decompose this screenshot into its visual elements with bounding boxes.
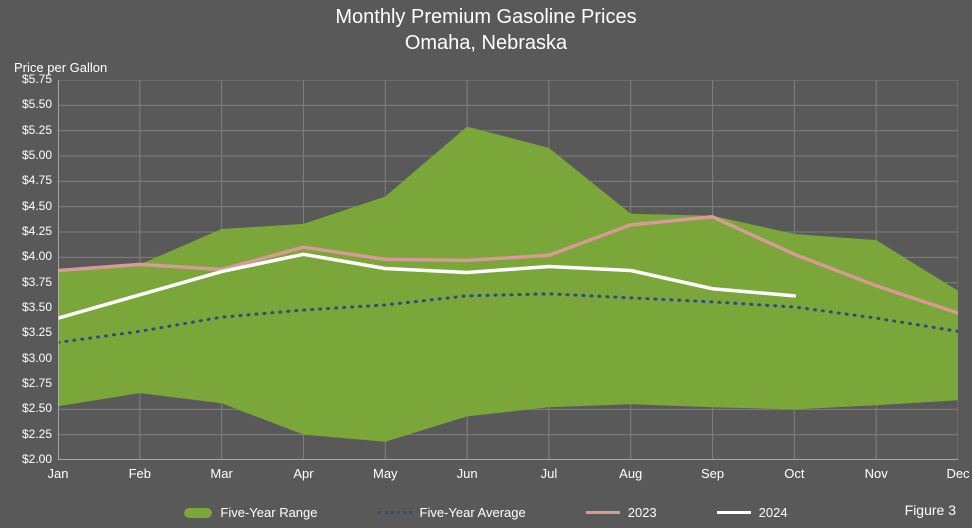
x-tick-label: May [373,466,398,481]
y-tick-label: $3.50 [10,300,52,314]
y-tick-label: $4.25 [10,224,52,238]
x-tick-label: Feb [129,466,151,481]
legend-label-avg: Five-Year Average [420,505,526,520]
legend-item-2023: 2023 [586,505,657,520]
x-tick-label: Aug [619,466,642,481]
y-tick-label: $2.00 [10,452,52,466]
x-tick-label: Oct [784,466,804,481]
legend: Five-Year Range Five-Year Average 2023 2… [0,505,972,520]
figure-label: Figure 3 [905,502,956,518]
x-tick-label: Jan [48,466,69,481]
y-tick-label: $5.75 [10,72,52,86]
y-tick-label: $2.25 [10,427,52,441]
y-tick-label: $2.75 [10,376,52,390]
line-swatch-2023-icon [586,511,620,514]
legend-item-2024: 2024 [717,505,788,520]
y-tick-label: $4.00 [10,249,52,263]
chart-container: Monthly Premium Gasoline Prices Omaha, N… [0,0,972,528]
y-tick-label: $3.00 [10,351,52,365]
y-tick-label: $5.25 [10,123,52,137]
legend-item-avg: Five-Year Average [378,505,526,520]
area-swatch-icon [184,508,212,518]
legend-label-range: Five-Year Range [220,505,317,520]
x-tick-label: Sep [701,466,724,481]
y-tick-label: $4.75 [10,173,52,187]
y-tick-label: $5.50 [10,97,52,111]
line-swatch-2024-icon [717,511,751,514]
y-tick-label: $2.50 [10,401,52,415]
chart-title-line1: Monthly Premium Gasoline Prices [0,6,972,29]
legend-item-range: Five-Year Range [184,505,317,520]
chart-title-line2: Omaha, Nebraska [0,32,972,55]
five-year-range-area [58,127,958,442]
x-tick-label: Jun [457,466,478,481]
x-tick-label: Mar [210,466,232,481]
dotted-line-icon [378,511,412,514]
legend-label-2023: 2023 [628,505,657,520]
y-tick-label: $5.00 [10,148,52,162]
x-tick-label: Nov [865,466,888,481]
y-tick-label: $4.50 [10,199,52,213]
legend-label-2024: 2024 [759,505,788,520]
x-tick-label: Apr [293,466,313,481]
y-tick-label: $3.75 [10,275,52,289]
y-tick-label: $3.25 [10,325,52,339]
plot-area [58,80,958,460]
x-tick-label: Jul [541,466,558,481]
x-tick-label: Dec [946,466,969,481]
